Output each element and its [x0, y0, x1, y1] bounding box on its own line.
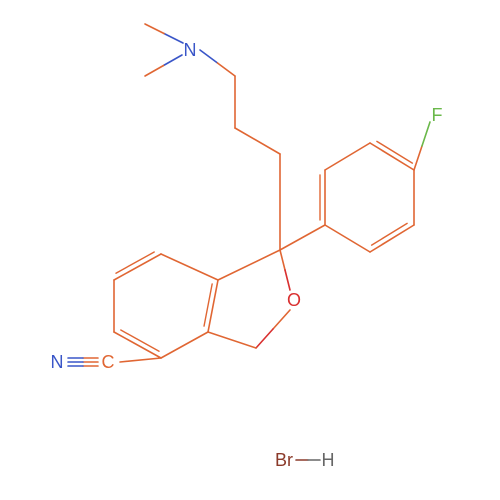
- svg-text:C: C: [102, 352, 115, 372]
- svg-text:N: N: [184, 40, 197, 60]
- svg-text:O: O: [287, 290, 301, 310]
- svg-text:Br: Br: [275, 450, 293, 470]
- svg-text:H: H: [322, 450, 335, 470]
- svg-text:F: F: [432, 105, 443, 125]
- svg-text:N: N: [51, 352, 64, 372]
